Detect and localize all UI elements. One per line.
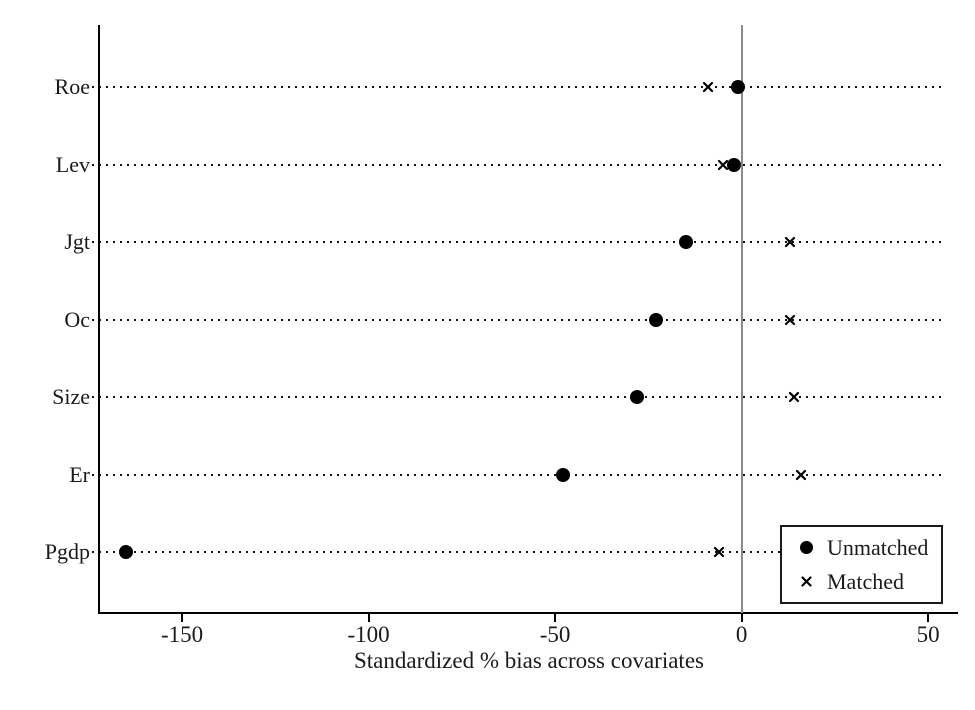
legend-label-matched: Matched bbox=[827, 568, 904, 594]
x-tick-label--100: -100 bbox=[347, 622, 390, 647]
marker-unmatched-roe bbox=[730, 80, 745, 94]
y-axis-label-jgt: Jgt bbox=[64, 229, 90, 254]
x-tick-0 bbox=[740, 613, 743, 622]
gridline-jgt bbox=[92, 241, 944, 243]
x-axis-line bbox=[98, 612, 958, 614]
gridline-er bbox=[92, 473, 944, 476]
gridline-lev bbox=[92, 163, 944, 166]
x-tick-label--50: -50 bbox=[539, 622, 571, 647]
x-tick-label--150: -150 bbox=[160, 622, 204, 647]
x-tick-label-0: 0 bbox=[735, 622, 748, 647]
marker-matched-size bbox=[788, 391, 799, 403]
y-axis-label-lev: Lev bbox=[55, 151, 90, 177]
marker-matched-oc bbox=[785, 314, 796, 325]
marker-unmatched-size bbox=[630, 390, 645, 404]
x-tick-label-50: 50 bbox=[916, 622, 940, 647]
x-tick--50 bbox=[554, 613, 557, 622]
gridline-oc bbox=[92, 318, 944, 321]
x-axis-title: Standardized % bias across covariates bbox=[354, 648, 704, 673]
marker-unmatched-oc bbox=[648, 312, 663, 327]
marker-unmatched-er bbox=[555, 467, 570, 482]
y-axis-label-er: Er bbox=[69, 461, 90, 487]
marker-matched-er bbox=[796, 469, 807, 480]
gridline-pgdp bbox=[92, 551, 944, 553]
x-tick--100 bbox=[367, 613, 370, 622]
marker-matched-jgt bbox=[785, 236, 796, 248]
marker-matched-lev bbox=[717, 159, 729, 170]
marker-unmatched-lev bbox=[727, 157, 742, 172]
gridline-roe bbox=[92, 86, 944, 88]
y-axis-label-size: Size bbox=[52, 384, 90, 409]
zero-reference-line bbox=[740, 25, 743, 613]
y-axis-label-oc: Oc bbox=[64, 306, 90, 332]
legend-entry-matched: Matched bbox=[794, 565, 941, 599]
legend-entry-unmatched: Unmatched bbox=[794, 531, 941, 565]
y-axis-label-roe: Roe bbox=[54, 74, 90, 99]
y-axis-line bbox=[98, 25, 100, 613]
x-tick-50 bbox=[927, 613, 930, 622]
marker-matched-roe bbox=[702, 81, 714, 93]
marker-matched-pgdp bbox=[714, 546, 725, 558]
matched-x-icon bbox=[794, 576, 818, 587]
legend: Unmatched Matched bbox=[780, 525, 943, 604]
marker-unmatched-jgt bbox=[678, 235, 693, 249]
x-tick--150 bbox=[181, 613, 184, 622]
marker-unmatched-pgdp bbox=[119, 545, 134, 559]
y-axis-label-pgdp: Pgdp bbox=[44, 539, 90, 564]
legend-label-unmatched: Unmatched bbox=[827, 534, 929, 560]
gridline-size bbox=[92, 396, 944, 398]
unmatched-circle-icon bbox=[794, 541, 818, 554]
